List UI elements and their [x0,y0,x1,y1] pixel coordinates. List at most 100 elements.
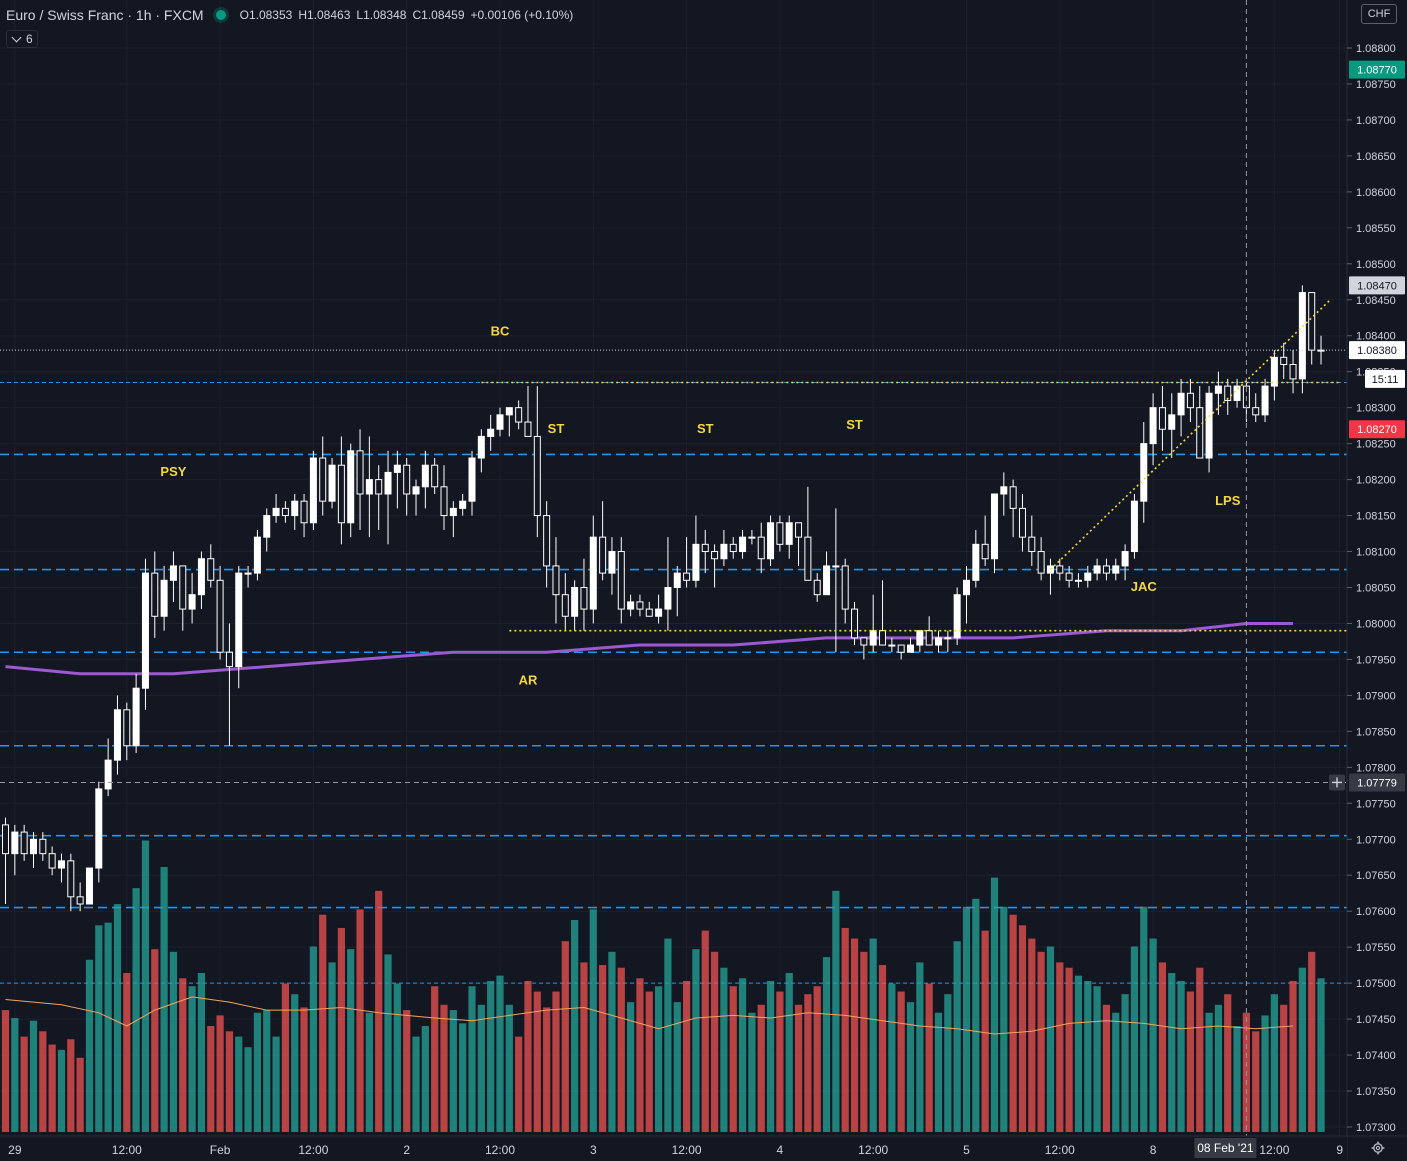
candle [1093,558,1101,581]
candle-body [897,644,905,653]
time-label: 12:00 [1045,1143,1075,1157]
candle-body [729,543,737,553]
volume-bar [552,991,560,1132]
candle [375,465,383,530]
candle [328,458,336,509]
volume-bar [850,938,859,1132]
price-tick-label: 1.08450 [1356,295,1396,307]
candle-body [179,565,187,610]
candle-body [1298,292,1306,380]
plus-icon[interactable] [1329,774,1345,791]
volume-bar [39,1031,47,1132]
candle [925,616,933,646]
candle [804,486,812,581]
candle [29,832,37,869]
candle [1084,565,1092,588]
volume-bar [1261,1015,1269,1132]
candle-body [580,587,588,610]
volume-bar [1121,994,1129,1132]
gear-icon[interactable] [1371,1141,1385,1155]
volume-bar [440,1004,448,1132]
time-label: 8 [1150,1143,1157,1157]
candle-body [990,493,998,560]
volume-bar [356,909,364,1132]
candle [1289,350,1297,394]
candle [1168,393,1176,459]
candle [1224,378,1232,415]
candle-body [944,637,952,640]
annotation-label: ST [846,417,863,432]
price-tick-label: 1.08050 [1356,583,1396,595]
candle-body [935,637,942,646]
volume-bar [832,890,840,1132]
volume-bar [113,904,122,1132]
candle-body [1149,407,1157,445]
candle-body [123,709,131,747]
candle-body [253,536,261,574]
candle [1186,378,1194,423]
candle [113,695,121,775]
candle-body [113,709,121,761]
indicators-toggle[interactable]: 6 [6,30,38,48]
annotation-label: PSY [160,464,186,479]
volume-bar [244,1047,252,1132]
annotation-label: LPS [1215,493,1241,508]
candle [412,479,420,516]
candle-body [141,572,149,689]
time-axis[interactable]: 29 12:00 Feb 12:00 2 12:00 3 12:00 4 12:00 5 12:00 8… [0,1135,1407,1161]
candle [1112,558,1120,581]
lps-trendline [1049,299,1331,571]
volume-bar [785,973,793,1132]
candle [1102,558,1110,581]
volume-bar [1,1010,10,1132]
volume-bar [878,965,887,1132]
price-tick-label: 1.08150 [1356,511,1396,523]
candle [151,551,159,638]
candle-body [953,594,961,639]
candle [907,637,915,653]
candle [1056,558,1064,581]
candle-body [216,579,224,653]
candle-body [412,486,420,495]
candle [962,565,970,624]
candle [1140,422,1148,523]
volume-bar [589,909,597,1132]
candle [141,558,149,710]
price-tick-label: 1.07900 [1356,690,1396,702]
candle-body [337,464,345,524]
candle [543,501,551,588]
candle-body [552,565,560,596]
volume-bar [1252,1031,1260,1132]
candle [990,493,998,574]
price-tick-label: 1.07300 [1356,1122,1396,1134]
candle [832,508,840,653]
volume-bar [412,1036,420,1132]
price-tag-bg [1349,773,1405,792]
volume-bar [981,930,989,1132]
volume-bar [132,888,140,1132]
candle-body [1252,407,1260,416]
candle-body [440,486,448,517]
candle [533,386,541,538]
symbol-title[interactable]: Euro / Swiss Franc · 1h · FXCM [6,7,204,23]
candle-body [449,507,457,517]
price-axis[interactable]: 1.08800 1.08750 1.08700 1.08650 1.08600 1.085… [1346,0,1407,1161]
volume-bar [738,978,747,1132]
symbol-legend[interactable]: Euro / Swiss Franc · 1h · FXCM O 1.08353 … [6,6,573,24]
candle-body [384,471,392,495]
volume-bar [1065,967,1073,1132]
candle-body [1308,292,1316,351]
candle [580,558,588,631]
price-tick-label: 1.07750 [1356,798,1396,810]
volume-bar [67,1039,75,1132]
volume-bar [608,951,616,1132]
candle-body [76,896,84,905]
volume-bar [524,980,532,1132]
volume-bar [1168,973,1176,1132]
candle-body [962,579,970,596]
candle [337,436,345,545]
candle [1074,573,1082,588]
volume-bar [48,1044,56,1132]
currency-button[interactable]: CHF [1361,4,1397,24]
